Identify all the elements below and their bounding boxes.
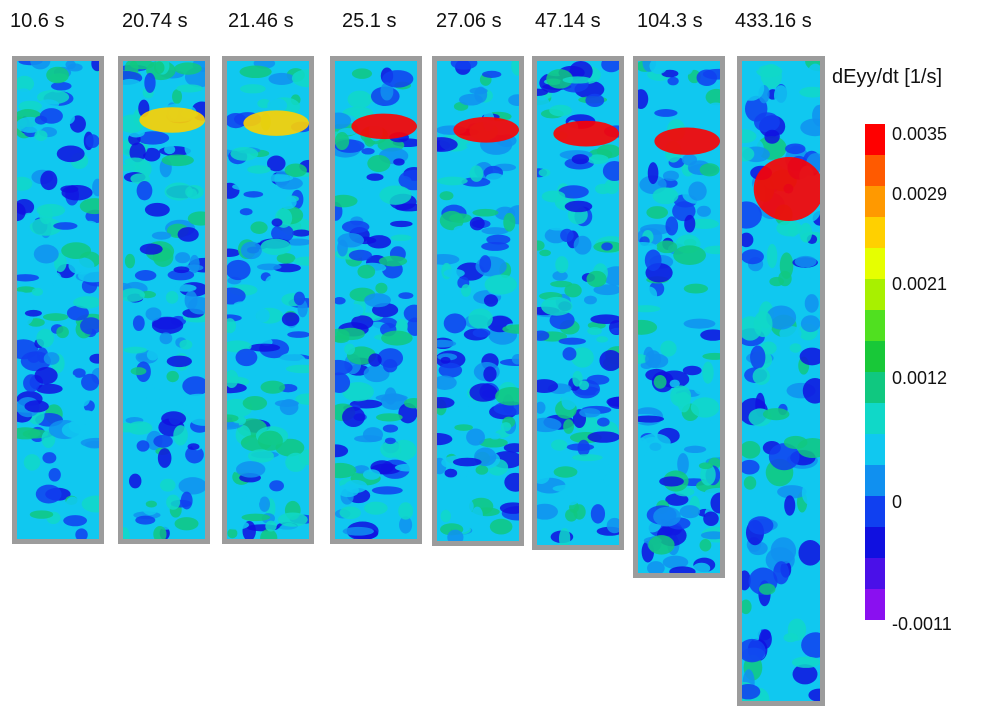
colorbar-segment — [865, 558, 885, 589]
frame-time-label: 25.1 s — [342, 10, 397, 32]
colorbar-segment — [865, 527, 885, 558]
frame-time-label: 20.74 s — [122, 10, 188, 32]
frame-time-label: 433.16 s — [735, 10, 812, 32]
strain-rate-texture — [335, 61, 417, 539]
colorbar-tick-label: 0.0021 — [892, 274, 948, 294]
strain-rate-texture — [537, 61, 619, 545]
colorbar-tick-label: 0.0035 — [892, 124, 948, 144]
colorbar-segment — [865, 217, 885, 248]
specimen-strain-map — [222, 56, 314, 544]
colorbar-segment — [865, 248, 885, 279]
specimen-strain-map — [12, 56, 104, 544]
colorbar-segment — [865, 341, 885, 372]
frame-time-label: 47.14 s — [535, 10, 601, 32]
strain-rate-texture — [437, 61, 519, 541]
colorbar-tick-label: 0 — [892, 492, 903, 512]
strain-rate-texture — [227, 61, 309, 539]
strain-rate-texture — [17, 61, 99, 539]
colorbar-tick-label: -0.0011 — [892, 614, 952, 634]
specimen-strain-map — [633, 56, 725, 578]
colorbar-segment — [865, 589, 885, 620]
frame-time-label: 21.46 s — [228, 10, 294, 32]
colorbar-tick-label: 0.0029 — [892, 184, 948, 204]
frame-time-label: 27.06 s — [436, 10, 502, 32]
colorbar-title: dEyy/dt [1/s] — [832, 66, 943, 88]
colorbar-segment — [865, 155, 885, 186]
frame-time-label: 104.3 s — [637, 10, 703, 32]
colorbar-segment — [865, 310, 885, 341]
specimen-strain-map — [432, 56, 524, 546]
colorbar-segment — [865, 372, 885, 403]
frame-time-label: 10.6 s — [10, 10, 65, 32]
specimen-strain-map — [737, 56, 825, 706]
colorbar-segment — [865, 124, 885, 155]
specimen-strain-map — [532, 56, 624, 550]
strain-rate-texture — [123, 61, 205, 539]
colorbar — [865, 124, 885, 620]
specimen-strain-map — [330, 56, 422, 544]
strain-rate-texture — [742, 61, 820, 701]
colorbar-tick-label: 0.0012 — [892, 368, 948, 388]
colorbar-segment — [865, 403, 885, 434]
colorbar-segment — [865, 186, 885, 217]
strain-rate-texture — [638, 61, 720, 573]
colorbar-segment — [865, 279, 885, 310]
colorbar-segment — [865, 465, 885, 496]
colorbar-segment — [865, 434, 885, 465]
colorbar-segment — [865, 496, 885, 527]
specimen-strain-map — [118, 56, 210, 544]
